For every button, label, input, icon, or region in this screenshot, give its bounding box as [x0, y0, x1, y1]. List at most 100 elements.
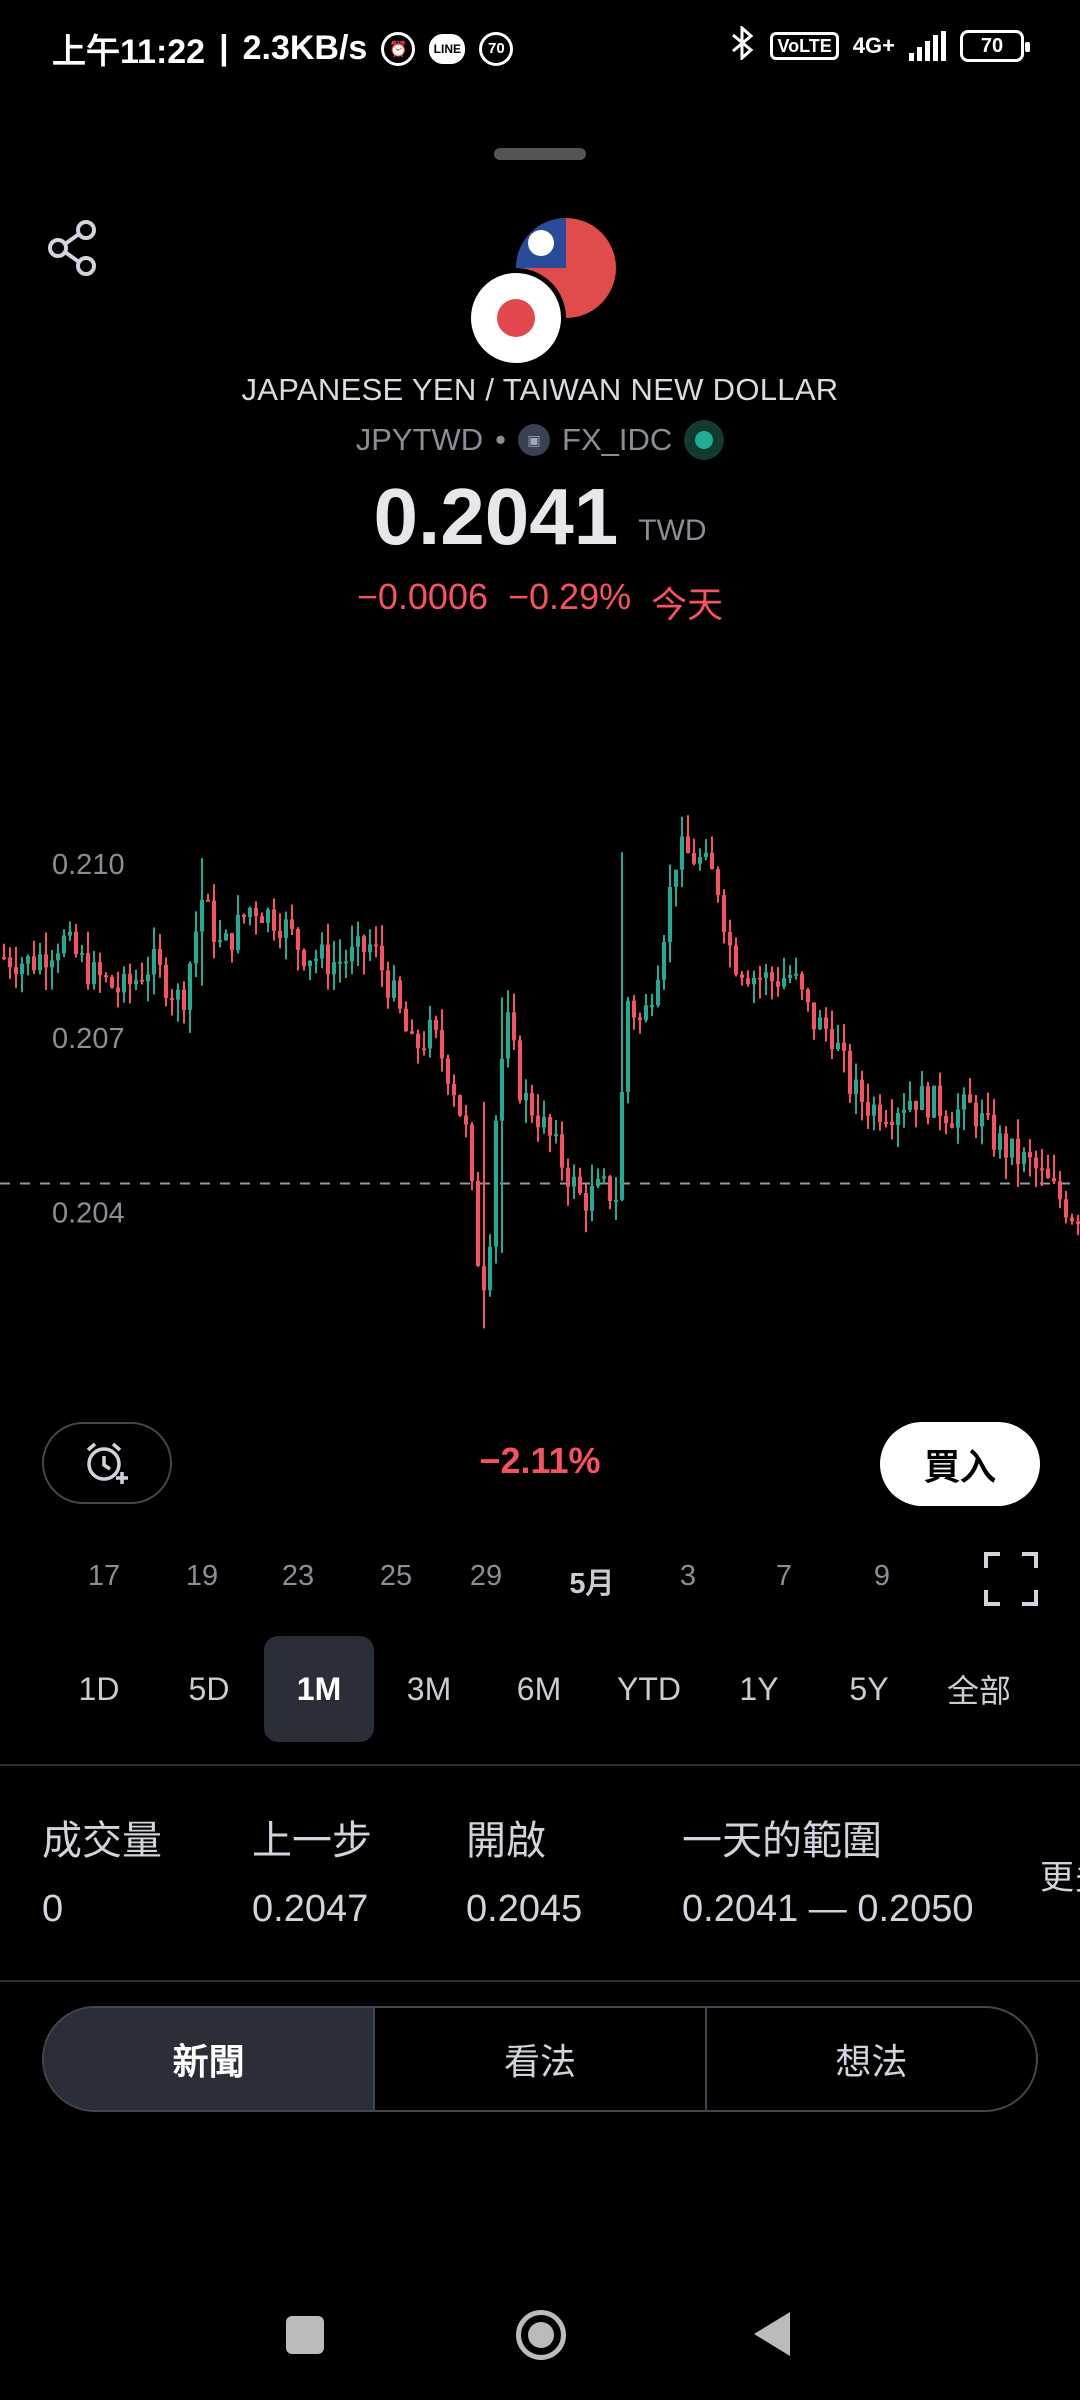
- candle: [314, 949, 318, 974]
- candle: [152, 927, 156, 995]
- system-nav-bar: [0, 2290, 1080, 2380]
- chart-time-axis: 17 19 23 25 29 5月 3 7 9: [0, 1560, 1080, 1600]
- divider: [0, 1764, 1080, 1766]
- stats-more-link[interactable]: 更多: [1040, 1859, 1080, 1897]
- candle: [914, 1100, 918, 1128]
- candle: [476, 1171, 480, 1267]
- candle: [344, 949, 348, 979]
- buy-button[interactable]: 買入: [880, 1422, 1040, 1506]
- range-1m[interactable]: 1M: [264, 1636, 374, 1742]
- candle: [596, 1168, 600, 1188]
- range-6m[interactable]: 6M: [516, 1670, 562, 1707]
- stat-item: 上一步 0.2047: [252, 1808, 372, 1931]
- candle: [824, 1007, 828, 1042]
- ticker-label[interactable]: JPYTWD: [355, 422, 484, 457]
- candle: [608, 1175, 612, 1210]
- sheet-drag-handle[interactable]: [494, 148, 586, 160]
- price-currency: TWD: [638, 514, 707, 547]
- range-5d[interactable]: 5D: [188, 1670, 230, 1707]
- share-button[interactable]: [46, 218, 102, 278]
- tab-2[interactable]: 想法: [835, 2041, 908, 2082]
- japan-flag-icon: [466, 268, 566, 368]
- candle: [452, 1074, 456, 1107]
- candle: [1028, 1139, 1032, 1177]
- candle: [668, 864, 672, 963]
- candle: [500, 997, 504, 1253]
- range-全部[interactable]: 全部: [946, 1673, 1011, 1709]
- candle: [296, 927, 300, 971]
- x-tick-label: 19: [185, 1560, 219, 1592]
- candle: [1034, 1150, 1038, 1188]
- symbol-flags: [466, 214, 616, 368]
- add-alert-button[interactable]: [42, 1422, 172, 1504]
- y-tick-label: 0.207: [52, 1023, 125, 1055]
- exchange-icon: ▣: [518, 424, 551, 456]
- price-chart[interactable]: 0.210 0.207 0.204: [0, 800, 1080, 1340]
- candle: [998, 1125, 1002, 1159]
- candle: [1004, 1126, 1008, 1180]
- candle: [206, 893, 210, 902]
- candle: [494, 1115, 498, 1264]
- candle: [1022, 1147, 1026, 1173]
- tab-1[interactable]: 看法: [375, 2008, 707, 2110]
- stat-label: 一天的範圍: [682, 1819, 882, 1863]
- range-selector: 1D 5D 1M 3M 6M YTD 1Y 5Y 全部: [44, 1636, 1054, 1742]
- candle: [242, 913, 246, 924]
- range-5y[interactable]: 5Y: [849, 1670, 889, 1707]
- candle: [20, 957, 24, 993]
- tab-0[interactable]: 新聞: [44, 2008, 376, 2110]
- candle: [632, 995, 636, 1030]
- exchange-label[interactable]: FX_IDC: [562, 422, 673, 457]
- candle: [392, 965, 396, 1002]
- candle: [926, 1081, 930, 1125]
- candle: [248, 906, 252, 926]
- change-absolute: −0.0006: [356, 576, 488, 617]
- candle: [740, 971, 744, 986]
- candle: [830, 1010, 834, 1060]
- share-icon: [48, 220, 96, 276]
- candle: [254, 901, 258, 935]
- candle: [458, 1094, 462, 1117]
- recents-button[interactable]: [286, 2316, 324, 2354]
- candle: [236, 895, 240, 954]
- candle: [548, 1113, 552, 1153]
- battery-icon: 70: [960, 30, 1030, 62]
- market-status-icon[interactable]: [684, 420, 725, 460]
- range-1d[interactable]: 1D: [78, 1670, 120, 1707]
- candle: [836, 1024, 840, 1052]
- candle: [806, 987, 810, 1012]
- candle: [626, 997, 630, 1104]
- candle: [884, 1109, 888, 1128]
- candle: [422, 1031, 426, 1056]
- candle: [44, 932, 48, 990]
- candle: [794, 957, 798, 980]
- candle: [902, 1093, 906, 1128]
- range-3m[interactable]: 3M: [406, 1670, 452, 1707]
- candle: [62, 929, 66, 958]
- candle: [362, 934, 366, 975]
- candle: [536, 1094, 540, 1142]
- candle: [866, 1083, 870, 1130]
- range-performance: −2.11%: [479, 1440, 601, 1481]
- candle: [182, 981, 186, 1024]
- back-button[interactable]: [754, 2312, 790, 2356]
- candle: [326, 923, 330, 990]
- candle: [158, 934, 162, 978]
- candle: [860, 1070, 864, 1121]
- candle: [710, 836, 714, 870]
- range-1y[interactable]: 1Y: [739, 1670, 779, 1707]
- change-period: 今天: [651, 584, 724, 625]
- candle: [566, 1158, 570, 1206]
- x-tick-label: 7: [775, 1560, 793, 1592]
- candle: [464, 1104, 468, 1138]
- candle: [716, 866, 720, 903]
- range-ytd[interactable]: YTD: [617, 1670, 681, 1707]
- candle: [404, 1001, 408, 1032]
- candle: [218, 919, 222, 948]
- home-button[interactable]: [516, 2310, 566, 2360]
- candle: [746, 970, 750, 987]
- candle: [380, 925, 384, 988]
- candle: [734, 937, 738, 977]
- fullscreen-button[interactable]: [982, 1550, 1040, 1608]
- candle: [176, 983, 180, 1022]
